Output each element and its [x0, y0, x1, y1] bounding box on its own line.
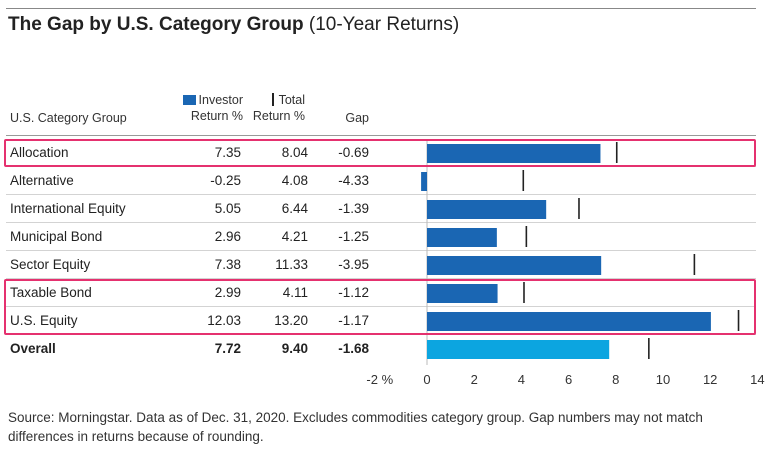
bar-investor-return [427, 340, 610, 359]
row-gap: -1.39 [338, 201, 369, 216]
top-rule [6, 8, 756, 9]
header-investor: Investor Return % [168, 92, 243, 124]
row-investor-return: 5.05 [214, 201, 241, 216]
highlight-box [4, 279, 756, 335]
row-divider [6, 222, 756, 223]
x-tick-label: 8 [612, 372, 619, 387]
total-legend-tick [272, 93, 274, 106]
bar-investor-return [427, 284, 498, 303]
header-investor-line1: Investor [198, 93, 243, 107]
x-tick-label: -2 % [366, 372, 393, 387]
bar-investor-return [421, 172, 427, 191]
row-group-label: Alternative [10, 173, 74, 188]
row-total-return: 6.44 [281, 201, 308, 216]
header-investor-line2: Return % [190, 109, 243, 123]
table-row: Sector Equity 7.38 11.33 -3.95 [6, 251, 756, 279]
row-group-label: Municipal Bond [10, 229, 103, 244]
row-total-return: 4.11 [282, 285, 308, 300]
x-tick-label: 14 [750, 372, 764, 387]
table-row: Alternative -0.25 4.08 -4.33 [6, 167, 756, 195]
header-gap: Gap [345, 111, 369, 125]
row-group-label: U.S. Equity [10, 313, 78, 328]
bar-chart: -2 % 0 2 4 6 8 10 12 14 [366, 139, 765, 387]
source-note: Source: Morningstar. Data as of Dec. 31,… [8, 410, 703, 444]
x-tick-label: 6 [565, 372, 572, 387]
row-group-label: Taxable Bond [10, 285, 92, 300]
row-gap: -1.17 [338, 313, 369, 328]
row-divider [6, 194, 756, 195]
header-group: U.S. Category Group [10, 111, 127, 125]
row-divider [6, 278, 756, 279]
row-investor-return: 2.99 [214, 285, 241, 300]
bar-investor-return [427, 256, 602, 275]
highlight-box [4, 139, 756, 167]
row-total-return: 4.21 [281, 229, 308, 244]
row-total-return: 8.04 [281, 145, 308, 160]
table-row: Taxable Bond 2.99 4.11 -1.12 [6, 279, 756, 307]
row-investor-return: 7.72 [214, 341, 241, 356]
row-group-label: Sector Equity [10, 257, 91, 272]
row-investor-return: 2.96 [214, 229, 241, 244]
row-divider [6, 306, 756, 307]
table-row: Municipal Bond 2.96 4.21 -1.25 [6, 223, 756, 251]
bar-investor-return [427, 312, 711, 331]
row-investor-return: 7.35 [214, 145, 241, 160]
row-total-return: 11.33 [275, 257, 308, 272]
x-tick-label: 10 [656, 372, 670, 387]
header-rule [6, 135, 756, 136]
table-row: Overall 7.72 9.40 -1.68 [6, 335, 756, 363]
row-gap: -0.69 [338, 145, 369, 160]
chart-subtitle: (10-Year Returns) [308, 14, 460, 35]
row-gap: -4.33 [338, 173, 369, 188]
row-total-return: 13.20 [274, 313, 308, 328]
row-gap: -3.95 [338, 257, 369, 272]
row-total-return: 9.40 [281, 341, 308, 356]
x-tick-label: 4 [518, 372, 525, 387]
x-tick-label: 2 [471, 372, 478, 387]
header-total: Total Return % [238, 92, 305, 124]
row-total-return: 4.08 [281, 173, 308, 188]
header-total-line2: Return % [252, 109, 305, 123]
row-gap: -1.25 [338, 229, 369, 244]
x-tick-label: 0 [423, 372, 430, 387]
table-row: International Equity 5.05 6.44 -1.39 [6, 195, 756, 223]
row-investor-return: 7.38 [214, 257, 241, 272]
row-group-label: Overall [10, 341, 56, 356]
row-gap: -1.68 [338, 341, 369, 356]
header-total-line1: Total [278, 93, 305, 107]
chart-title-block: The Gap by U.S. Category Group (10-Year … [8, 14, 459, 36]
bar-investor-return [427, 144, 601, 163]
row-group-label: International Equity [10, 201, 126, 216]
chart-title: The Gap by U.S. Category Group [8, 14, 304, 35]
row-group-label: Allocation [10, 145, 69, 160]
investor-legend-swatch [182, 95, 196, 105]
row-gap: -1.12 [338, 285, 369, 300]
bar-investor-return [427, 200, 547, 219]
x-tick-label: 12 [703, 372, 717, 387]
row-investor-return: -0.25 [210, 173, 241, 188]
bar-investor-return [427, 228, 497, 247]
row-investor-return: 12.03 [207, 313, 241, 328]
row-divider [6, 250, 756, 251]
